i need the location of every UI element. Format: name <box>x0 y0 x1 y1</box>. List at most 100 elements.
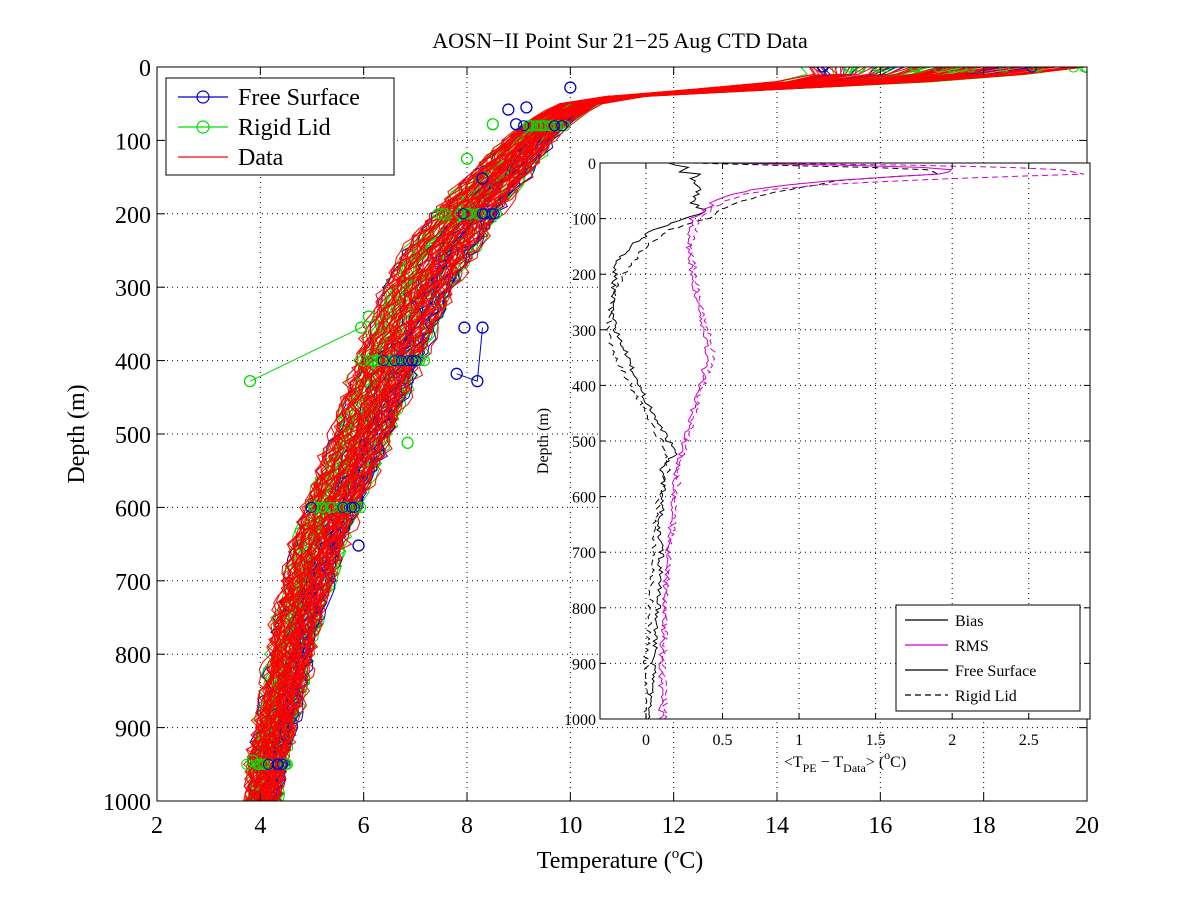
main-series <box>242 67 1085 801</box>
inset-legend-label: Rigid Lid <box>955 688 1017 705</box>
inset-x-tick-label: 0.5 <box>713 732 733 749</box>
data-marker <box>1067 67 1079 73</box>
data-marker <box>1026 67 1038 73</box>
data-marker <box>342 501 354 513</box>
data-marker <box>553 120 565 132</box>
data-marker <box>402 355 414 367</box>
inset-y-tick-label: 700 <box>572 545 596 562</box>
data-marker <box>311 501 322 513</box>
inset-legend-label: Free Surface <box>955 663 1036 680</box>
inset-y-tick-label: 600 <box>572 490 596 507</box>
inset-legend-box <box>895 604 1081 712</box>
data-marker <box>539 120 551 132</box>
profile-line <box>250 67 1052 801</box>
profile-line <box>275 67 903 801</box>
profile-line <box>261 67 838 801</box>
data-marker <box>458 321 471 334</box>
data-marker <box>476 172 489 185</box>
main-x-tick-labels: 2 4 6 8 10 12 14 16 18 20 <box>151 813 1099 839</box>
data-marker <box>518 120 530 132</box>
data-marker <box>854 67 866 73</box>
main-y-tick-label: 300 <box>115 276 151 302</box>
main-x-axis-label-sup: o <box>672 846 680 862</box>
main-y-tick-label: 600 <box>115 496 151 522</box>
main-y-tick-labels: 0 100 200 300 400 500 600 700 800 900 1000 <box>103 56 151 816</box>
inset-y-tick-labels: 0 100 200 300 400 500 600 700 800 900 1000 <box>564 156 596 729</box>
data-marker <box>348 501 360 513</box>
main-x-tick-label: 4 <box>254 813 266 839</box>
legend-marker <box>196 120 210 134</box>
data-marker <box>450 367 463 380</box>
main-x-axis-label: Temperature (oC) <box>537 846 703 874</box>
data-marker <box>945 67 957 73</box>
main-markers <box>241 67 1087 770</box>
inset-legend-label: Bias <box>955 613 983 630</box>
data-marker <box>910 67 922 73</box>
data-marker <box>548 120 560 132</box>
inset-series-rms-rigid-lid <box>661 163 1084 719</box>
main-y-tick-label: 900 <box>115 717 151 743</box>
inset-x-axis-label: <TPE − TData> (oC) <box>784 748 906 775</box>
profile-line <box>259 67 971 801</box>
data-marker <box>257 758 269 770</box>
inset-y-tick-label: 300 <box>572 323 596 340</box>
profile-line <box>263 67 842 801</box>
inset-y-tick-label: 900 <box>572 656 596 673</box>
data-marker <box>879 67 891 73</box>
inset-grid <box>600 163 1090 719</box>
data-marker <box>817 67 829 73</box>
data-marker <box>439 208 451 220</box>
data-marker <box>544 120 556 132</box>
main-ticks <box>156 66 1088 802</box>
data-marker <box>843 67 855 73</box>
inset-y-tick-label: 800 <box>572 601 596 618</box>
data-marker <box>965 67 977 73</box>
profile-line <box>246 67 866 801</box>
main-y-tick-label: 800 <box>115 643 151 669</box>
main-y-tick-label: 1000 <box>103 790 151 816</box>
profile-line <box>258 67 828 801</box>
data-marker <box>352 539 365 552</box>
inset-y-tick-label: 1000 <box>564 712 596 729</box>
data-marker <box>354 321 368 334</box>
profile-line <box>271 67 858 801</box>
main-y-tick-label: 100 <box>115 129 151 155</box>
data-marker <box>308 501 320 513</box>
inset-y-tick-label: 500 <box>572 434 596 451</box>
inset-x-tick-label: 1 <box>795 732 803 749</box>
main-y-tick-label: 700 <box>115 570 151 596</box>
data-marker <box>370 355 382 367</box>
profile-line <box>262 67 1041 801</box>
inset-x-tick-label: 0 <box>642 732 650 749</box>
data-marker <box>457 208 469 220</box>
data-marker <box>999 67 1010 73</box>
outlier-line <box>456 327 483 382</box>
legend-marker <box>196 90 210 104</box>
data-marker <box>559 120 571 132</box>
series-data <box>242 67 1085 801</box>
inset-y-tick-label: 400 <box>572 378 596 395</box>
data-marker <box>502 103 515 116</box>
data-marker <box>396 355 407 367</box>
data-marker <box>454 208 466 220</box>
data-marker <box>509 118 523 131</box>
main-x-tick-label: 8 <box>461 813 473 839</box>
data-marker <box>932 67 944 73</box>
data-marker <box>462 208 474 220</box>
profile-line <box>260 67 991 801</box>
inset-y-tick-label: 200 <box>572 267 596 284</box>
main-x-tick-label: 18 <box>972 813 996 839</box>
main-x-tick-label: 10 <box>558 813 582 839</box>
data-marker <box>476 321 489 334</box>
data-marker <box>556 120 568 132</box>
data-marker <box>520 101 533 114</box>
main-x-tick-label: 6 <box>358 813 370 839</box>
data-marker <box>324 501 336 513</box>
data-marker <box>406 355 418 367</box>
profile-line <box>263 67 995 801</box>
inset-y-axis-label: Depth (m) <box>535 408 552 474</box>
data-marker <box>474 208 486 220</box>
data-marker <box>564 81 577 94</box>
data-marker <box>419 355 430 367</box>
data-marker <box>363 355 375 367</box>
